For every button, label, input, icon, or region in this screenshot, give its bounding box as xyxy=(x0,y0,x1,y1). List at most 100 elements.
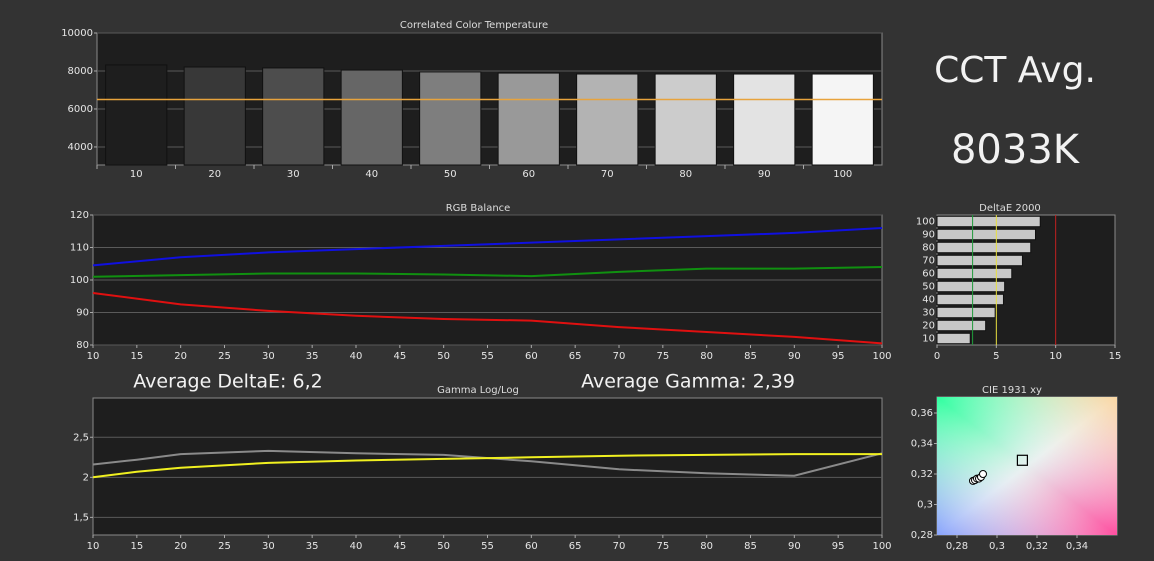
x-tick-label: 20 xyxy=(208,169,221,180)
bar xyxy=(262,67,325,166)
x-tick-label: 65 xyxy=(569,351,582,362)
annotation: Average DeltaE: 6,2 xyxy=(133,371,322,393)
x-tick-label: 70 xyxy=(613,541,626,552)
target-point xyxy=(1016,454,1029,466)
x-tick-label: 10 xyxy=(87,351,100,362)
annotation: CCT Avg. xyxy=(934,50,1096,91)
x-tick-label: 0,34 xyxy=(1066,541,1088,552)
x-tick-label: 80 xyxy=(679,169,692,180)
y-tick-label: 90 xyxy=(922,230,935,241)
series-line xyxy=(92,449,883,477)
bar xyxy=(936,215,1041,228)
y-tick-label: 100 xyxy=(916,217,935,228)
x-tick-label: 60 xyxy=(525,541,538,552)
x-tick-label: 20 xyxy=(174,351,187,362)
y-tick-label: 40 xyxy=(922,295,935,306)
x-tick-label: 0 xyxy=(934,351,940,362)
chart-title: CIE 1931 xy xyxy=(982,385,1042,396)
annotation: Average Gamma: 2,39 xyxy=(581,371,795,393)
annotation: 8033K xyxy=(951,127,1081,173)
y-tick-label: 60 xyxy=(922,269,935,280)
series-line xyxy=(92,453,882,479)
bar xyxy=(936,332,971,345)
x-tick-label: 15 xyxy=(130,541,143,552)
y-tick-label: 120 xyxy=(70,210,89,221)
x-tick-label: 25 xyxy=(218,541,231,552)
bar xyxy=(936,241,1032,254)
chart-title: Gamma Log/Log xyxy=(437,385,519,396)
y-tick-label: 30 xyxy=(922,308,935,319)
x-tick-label: 55 xyxy=(481,541,494,552)
x-tick-label: 65 xyxy=(569,541,582,552)
x-tick-label: 55 xyxy=(481,351,494,362)
x-tick-label: 90 xyxy=(788,541,801,552)
x-tick-label: 50 xyxy=(437,351,450,362)
x-tick-label: 95 xyxy=(832,541,845,552)
gamut-overlay xyxy=(937,397,1117,535)
bar xyxy=(936,254,1023,267)
bar xyxy=(936,319,987,332)
x-tick-label: 0,28 xyxy=(946,541,968,552)
x-tick-label: 90 xyxy=(758,169,771,180)
series-line xyxy=(92,227,883,267)
x-tick-label: 75 xyxy=(656,541,669,552)
y-tick-label: 0,3 xyxy=(917,500,933,511)
x-tick-label: 100 xyxy=(872,541,891,552)
y-tick-label: 70 xyxy=(922,256,935,267)
y-tick-label: 2 xyxy=(83,472,89,483)
chart-title: Correlated Color Temperature xyxy=(400,20,548,31)
x-tick-label: 10 xyxy=(130,169,143,180)
y-tick-label: 0,34 xyxy=(911,439,933,450)
x-tick-label: 40 xyxy=(365,169,378,180)
x-tick-label: 45 xyxy=(393,351,406,362)
x-tick-label: 30 xyxy=(262,351,275,362)
bar xyxy=(105,64,168,166)
y-tick-label: 10000 xyxy=(61,28,93,39)
x-tick-label: 30 xyxy=(262,541,275,552)
chart-title: RGB Balance xyxy=(446,203,511,214)
y-tick-label: 0,28 xyxy=(911,530,933,541)
bar xyxy=(733,73,796,166)
bar xyxy=(340,69,403,166)
x-tick-label: 0,3 xyxy=(989,541,1005,552)
x-tick-label: 50 xyxy=(444,169,457,180)
x-tick-label: 70 xyxy=(601,169,614,180)
bar xyxy=(654,73,717,166)
y-tick-label: 10 xyxy=(922,334,935,345)
x-tick-label: 20 xyxy=(174,541,187,552)
x-tick-label: 30 xyxy=(287,169,300,180)
x-tick-label: 60 xyxy=(522,169,535,180)
x-tick-label: 35 xyxy=(306,351,319,362)
x-tick-label: 75 xyxy=(656,351,669,362)
y-tick-label: 0,32 xyxy=(911,469,933,480)
x-tick-label: 40 xyxy=(350,351,363,362)
x-tick-label: 10 xyxy=(1049,351,1062,362)
x-tick-label: 35 xyxy=(306,541,319,552)
y-tick-label: 8000 xyxy=(68,66,93,77)
x-tick-label: 15 xyxy=(1109,351,1122,362)
y-tick-label: 6000 xyxy=(68,104,93,115)
bar xyxy=(936,280,1006,293)
y-tick-label: 1,5 xyxy=(73,512,89,523)
bar xyxy=(936,267,1013,280)
x-tick-label: 70 xyxy=(613,351,626,362)
x-tick-label: 15 xyxy=(130,351,143,362)
bar xyxy=(576,73,639,166)
series-line xyxy=(92,266,883,278)
measured-point xyxy=(979,470,987,479)
x-tick-label: 90 xyxy=(788,351,801,362)
x-tick-label: 25 xyxy=(218,351,231,362)
bar xyxy=(936,306,996,319)
y-tick-label: 100 xyxy=(70,275,89,286)
y-tick-label: 80 xyxy=(76,340,89,351)
y-tick-label: 110 xyxy=(70,243,89,254)
x-tick-label: 85 xyxy=(744,541,757,552)
plot-area xyxy=(92,397,883,536)
x-tick-label: 60 xyxy=(525,351,538,362)
series-line xyxy=(92,292,883,345)
x-tick-label: 0,32 xyxy=(1026,541,1048,552)
x-tick-label: 45 xyxy=(393,541,406,552)
bar xyxy=(811,73,874,166)
x-tick-label: 5 xyxy=(993,351,999,362)
